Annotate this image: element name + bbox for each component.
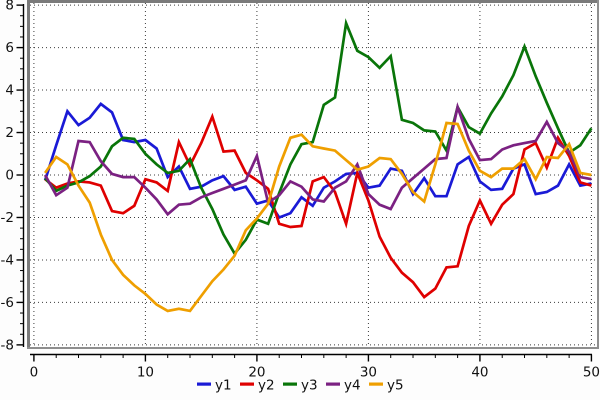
legend-swatch-y2 xyxy=(240,382,254,386)
legend-item-y2: y2 xyxy=(240,378,275,394)
series-line-y5 xyxy=(43,121,592,313)
legend-swatch-y1 xyxy=(197,382,211,386)
legend-item-y3: y3 xyxy=(283,378,318,394)
legend-label-y5: y5 xyxy=(387,378,404,394)
legend-swatch-y3 xyxy=(283,382,297,386)
legend-label-y1: y1 xyxy=(215,378,232,394)
x-tick-label: 50 xyxy=(583,365,600,381)
y-tick-label: 4 xyxy=(5,83,14,99)
series-line-y3 xyxy=(44,18,593,256)
y-tick-label: -8 xyxy=(1,337,14,353)
y-tick-label: 6 xyxy=(5,40,14,56)
y-tick-label: 0 xyxy=(5,168,14,184)
y-tick-label: -2 xyxy=(1,210,14,226)
y-tick-label: -6 xyxy=(1,295,14,311)
series-line-y4 xyxy=(43,102,592,217)
legend-item-y1: y1 xyxy=(197,378,232,394)
legend-label-y3: y3 xyxy=(301,378,318,394)
legend-label-y4: y4 xyxy=(344,378,361,394)
y-tick-label: -4 xyxy=(1,252,14,268)
legend-swatch-y5 xyxy=(369,382,383,386)
y-tick-label: 2 xyxy=(5,125,14,141)
legend-item-y5: y5 xyxy=(369,378,404,394)
legend-label-y2: y2 xyxy=(258,378,275,394)
y-tick-label: 8 xyxy=(5,0,14,14)
legend-item-y4: y4 xyxy=(326,378,361,394)
legend-swatch-y4 xyxy=(326,382,340,386)
x-tick-label: 20 xyxy=(248,365,265,381)
x-tick-label: 30 xyxy=(360,365,377,381)
series-line-y2 xyxy=(44,112,592,299)
x-tick-label: 0 xyxy=(30,365,39,381)
x-tick-label: 40 xyxy=(471,365,488,381)
x-tick-label: 10 xyxy=(137,365,154,381)
